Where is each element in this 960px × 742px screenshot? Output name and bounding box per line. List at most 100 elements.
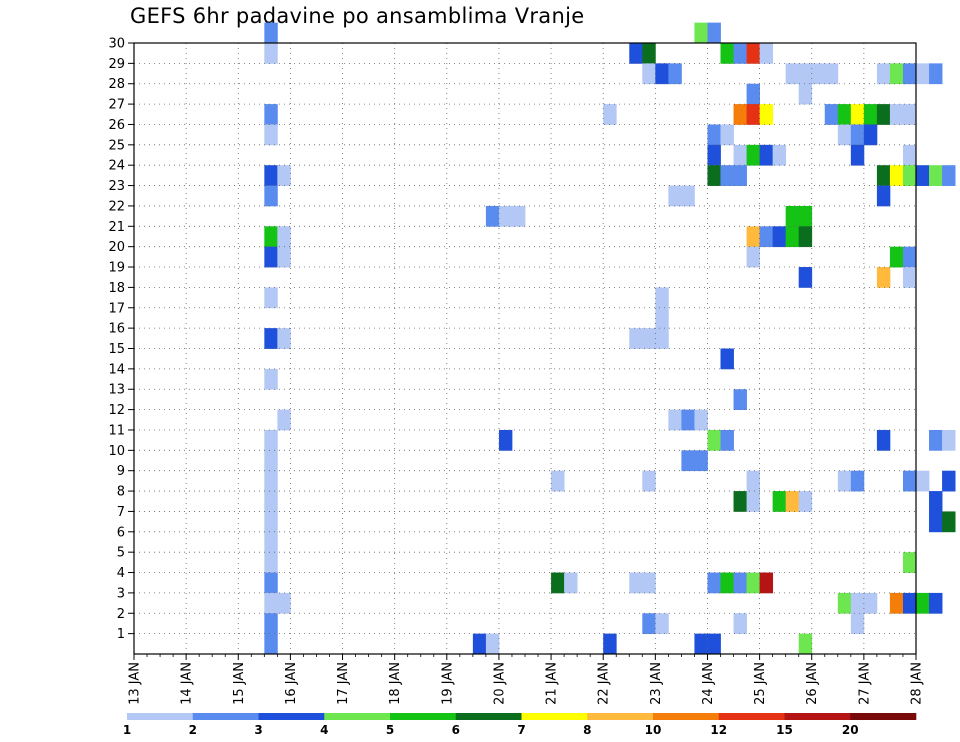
precip-cell <box>264 328 278 349</box>
precip-cell <box>264 104 278 125</box>
precip-cell <box>681 409 695 431</box>
precip-cell <box>264 633 278 655</box>
x-tick-label: 26 JAN <box>805 662 820 705</box>
precip-cell <box>264 287 278 309</box>
precip-cell <box>850 104 865 125</box>
precip-cell <box>264 246 278 268</box>
precip-cell <box>916 592 930 614</box>
precip-cell <box>733 165 747 186</box>
precip-cell <box>889 592 904 614</box>
colorbar-label: 6 <box>452 723 460 737</box>
y-tick-label: 23 <box>108 179 125 194</box>
y-tick-label: 13 <box>108 383 125 398</box>
precip-cell <box>837 104 852 125</box>
precip-cell <box>929 429 943 451</box>
precip-cell <box>264 450 278 472</box>
precip-cell <box>655 328 669 349</box>
colorbar-swatch <box>653 713 720 720</box>
precip-cell <box>511 205 526 227</box>
precip-cell <box>733 613 747 635</box>
precip-cell <box>277 246 291 268</box>
precip-cell <box>798 63 813 85</box>
colorbar-swatch <box>127 713 194 720</box>
colorbar-label: 15 <box>776 723 793 737</box>
precip-cell <box>798 267 813 288</box>
precip-cell <box>863 124 878 146</box>
precip-cell <box>720 124 734 146</box>
y-tick-label: 10 <box>108 444 125 459</box>
colorbar-swatch <box>455 713 522 720</box>
precip-cell <box>668 185 682 207</box>
precip-cell <box>837 470 852 492</box>
y-tick-label: 11 <box>108 423 125 438</box>
precip-cell <box>916 470 930 492</box>
precip-cell <box>733 104 747 125</box>
precip-cell <box>733 144 747 166</box>
colorbar-label: 12 <box>710 723 727 737</box>
x-tick-label: 13 JAN <box>128 662 143 705</box>
precip-cell <box>277 409 291 431</box>
precip-cell <box>759 104 774 125</box>
y-tick-label: 14 <box>108 362 125 377</box>
precip-cell <box>902 165 917 186</box>
x-tick-label: 24 JAN <box>701 662 716 705</box>
y-tick-label: 26 <box>108 118 125 133</box>
precip-cell <box>642 470 656 492</box>
precip-cell <box>916 63 930 85</box>
precip-cell <box>876 104 891 125</box>
colorbar-label: 4 <box>320 723 328 737</box>
colorbar: 1 2 3 4 5 6 7 8 10 12 15 20 <box>123 713 917 737</box>
precip-cell <box>746 104 760 125</box>
precip-cell <box>694 22 708 44</box>
precip-cell <box>655 287 669 309</box>
precip-cell <box>264 592 278 614</box>
precip-cell <box>264 165 278 186</box>
precip-cell <box>785 205 800 227</box>
precip-cell <box>642 43 656 64</box>
precip-cell <box>264 531 278 553</box>
precip-cell <box>850 144 865 166</box>
chart-title: GEFS 6hr padavine po ansamblima Vranje <box>130 4 585 28</box>
precip-cell <box>707 22 721 44</box>
precip-cell <box>889 165 904 186</box>
y-tick-label: 5 <box>117 546 125 561</box>
y-tick-label: 7 <box>117 505 125 520</box>
precip-cell <box>759 43 774 64</box>
precip-cell <box>498 429 513 451</box>
precip-cell <box>642 572 656 594</box>
precip-cell <box>551 572 565 594</box>
colorbar-label: 1 <box>123 723 131 737</box>
precip-cell <box>798 491 813 512</box>
y-tick-label: 28 <box>108 77 125 92</box>
precip-cell <box>759 572 774 594</box>
precip-cell <box>707 429 721 451</box>
precip-cell <box>798 83 813 105</box>
precip-cell <box>929 165 943 186</box>
precip-cell <box>889 246 904 268</box>
precip-cell <box>681 185 695 207</box>
precip-cell <box>850 470 865 492</box>
y-tick-label: 8 <box>117 485 125 500</box>
precip-cell <box>889 104 904 125</box>
precip-cell <box>264 511 278 533</box>
x-axis-ticks: 13 JAN 14 JAN 15 JAN 16 JAN 17 JAN 18 JAN 19 J… <box>128 654 925 705</box>
precip-cell <box>863 104 878 125</box>
precip-cell <box>746 83 760 105</box>
precip-cell <box>629 43 643 64</box>
precip-cell <box>876 185 891 207</box>
precip-cell <box>837 592 852 614</box>
precipitation-cells <box>264 22 956 655</box>
precip-cell <box>785 491 800 512</box>
precip-cell <box>746 144 760 166</box>
precip-cell <box>772 491 787 512</box>
precip-cell <box>720 429 734 451</box>
precip-cell <box>603 633 617 655</box>
precip-cell <box>733 572 747 594</box>
precip-cell <box>694 450 708 472</box>
precip-cell <box>264 124 278 146</box>
precip-cell <box>264 43 278 64</box>
x-tick-label: 18 JAN <box>388 662 403 705</box>
colorbar-label: 8 <box>583 723 591 737</box>
y-tick-label: 9 <box>117 464 125 479</box>
precip-cell <box>902 144 917 166</box>
